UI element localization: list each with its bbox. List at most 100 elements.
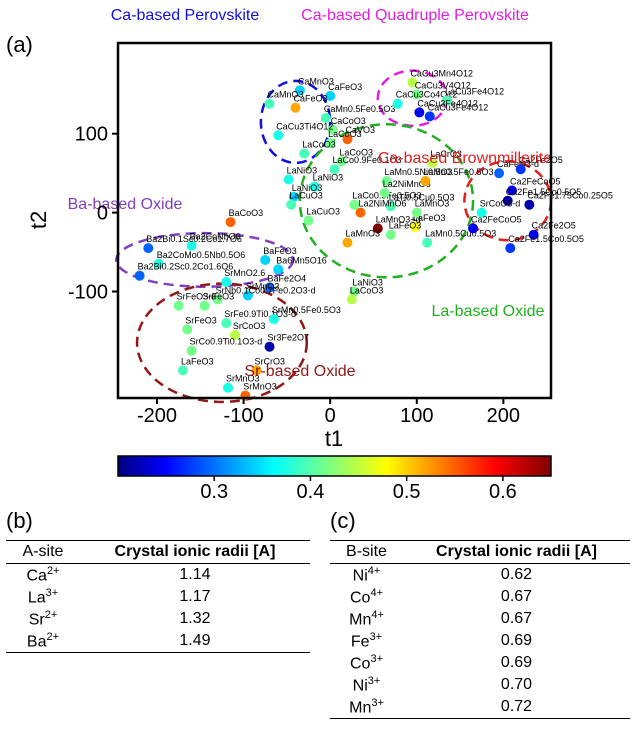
data-point (342, 237, 353, 248)
table-row: Ni3+ 0.70 (330, 674, 630, 696)
x-tick-label: 100 (400, 405, 433, 427)
point-label: LaCuO3 (307, 207, 341, 217)
point-label: CaCu3V4O12 (415, 80, 471, 90)
radius-cell: 0.70 (500, 676, 533, 693)
point-label: BaFeO3 (263, 246, 297, 256)
ion-charge: 3+ (45, 586, 59, 599)
ion-symbol: Mn (349, 699, 372, 717)
point-label: LaNiO3 (313, 173, 344, 183)
data-point (505, 243, 516, 254)
point-label: Ba2Bi0.2Sc0.2Co1.6O6 (138, 262, 234, 272)
panel-label-c: (c) (330, 508, 356, 533)
ion-cell: Ni4+ (330, 564, 403, 587)
ion-charge: 3+ (369, 630, 383, 643)
table-row: Fe3+ 0.69 (330, 630, 630, 652)
point-label: LaCoO3 (350, 285, 384, 295)
point-label: LaNiO3 (352, 278, 383, 288)
group-label: Ba-based Oxide (68, 196, 183, 213)
data-point (381, 176, 392, 187)
table-row: La3+ 1.17 (6, 586, 310, 608)
x-tick-label: -100 (224, 405, 264, 427)
data-point (442, 95, 453, 106)
ion-charge: 2+ (46, 630, 60, 643)
point-label: SrMnO3 (246, 281, 280, 291)
data-point (422, 237, 433, 248)
point-label: Ba2Bi0.1Sc0.2Co1.7O6 (146, 234, 242, 244)
point-label: LaTi0.5Cu0.5O3 (389, 192, 455, 202)
colorbar-gradient (117, 455, 552, 477)
point-label: CaCu3Fe4O12 (428, 102, 489, 112)
ion-charge: 3+ (367, 674, 381, 687)
point-label: LaFeO3 (181, 356, 214, 366)
point-label: SrCo0.9Ti0.1O3-d (190, 337, 263, 347)
data-point (346, 294, 357, 305)
table-row: Ba2+ 1.49 (6, 630, 310, 653)
ion-symbol: Mn (349, 611, 372, 629)
group-label: Ca-based Brownmillerite (378, 150, 552, 167)
point-label: SrMnO2.6 (224, 268, 265, 278)
data-point (336, 156, 347, 167)
point-label: LaMn0.5Ni0.5O3 (384, 167, 452, 177)
point-label: SrMn0.5Fe0.5O3 (272, 305, 341, 315)
data-point (303, 215, 314, 226)
colorbar-ticks: 0.3 0.4 0.5 0.6 (200, 476, 517, 502)
radius-cell: 0.69 (500, 654, 533, 671)
data-point (385, 229, 396, 240)
y-tick-label: -100 (68, 282, 108, 304)
point-label: SrFeO3 (203, 292, 235, 302)
data-point (273, 130, 284, 141)
ion-charge: 3+ (370, 652, 383, 665)
point-label: Ca2Fe1.5Co0.5O5 (508, 234, 584, 244)
point-label: SrNb0.1Co0.7Fe0.2O3-d (216, 285, 316, 295)
radius-cell: 0.67 (500, 588, 533, 605)
data-point (342, 134, 353, 145)
b-site-table: B-site Crystal ionic radii [A] Ni4+ 0.62 C… (330, 540, 630, 719)
point-label: La2NiMnO6 (358, 199, 406, 209)
point-label: LaFeO3 (389, 221, 422, 231)
point-label: Ca2Fe2O5 (532, 221, 576, 231)
data-point (286, 199, 297, 210)
ion-cell: Mn3+ (330, 696, 403, 719)
point-label: SrCrO3 (255, 356, 286, 366)
ion-charge: 3+ (371, 696, 384, 709)
colorbar-tick-label: 0.5 (393, 481, 421, 502)
data-point (264, 341, 275, 352)
point-label: CaVO3 (345, 125, 375, 135)
ion-charge: 2+ (46, 564, 60, 577)
group-label: La-based Oxide (432, 303, 545, 320)
point-label: CaCu3Fe4O12 (417, 98, 478, 108)
radius-cell: 0.62 (500, 566, 533, 583)
point-label: Ca2FeCoO5 (510, 177, 561, 187)
ion-cell: La3+ (6, 586, 80, 608)
x-axis-label: t1 (325, 426, 343, 451)
x-tick-label: 0 (325, 405, 336, 427)
data-point (411, 89, 422, 100)
data-point (420, 176, 431, 187)
group-label: Ca-based Quadruple Perovskite (301, 7, 529, 24)
point-label: LaCuO3 (289, 191, 323, 201)
ion-symbol: Ni (352, 567, 368, 585)
point-label: Ba2CoMo0.5Nb0.5O6 (157, 250, 246, 260)
x-tick-label: 200 (487, 405, 520, 427)
group-label: Ca-based Perovskite (111, 7, 260, 24)
data-point (325, 138, 336, 149)
ion-charge: 4+ (367, 564, 381, 577)
group-ellipse (298, 123, 475, 279)
data-point (242, 290, 253, 301)
data-point (264, 98, 275, 109)
data-point (229, 329, 240, 340)
y-tick-label: 0 (97, 203, 108, 225)
data-point (410, 221, 421, 232)
ion-symbol: Ba (26, 633, 47, 651)
data-point (515, 164, 526, 175)
point-label: Ca2Fe2O5 (519, 155, 563, 165)
point-label: LaFeO3 (413, 213, 446, 223)
point-label: CaMnO3 (268, 90, 304, 100)
panel-label-a: (a) (6, 32, 33, 57)
ion-symbol: Co (350, 589, 371, 607)
ion-symbol: Fe (350, 633, 370, 651)
ion-symbol: Ca (26, 567, 47, 585)
table-row: Mn4+ 0.67 (330, 608, 630, 630)
data-point (134, 270, 145, 281)
point-label: LaNiO3 (292, 183, 323, 193)
